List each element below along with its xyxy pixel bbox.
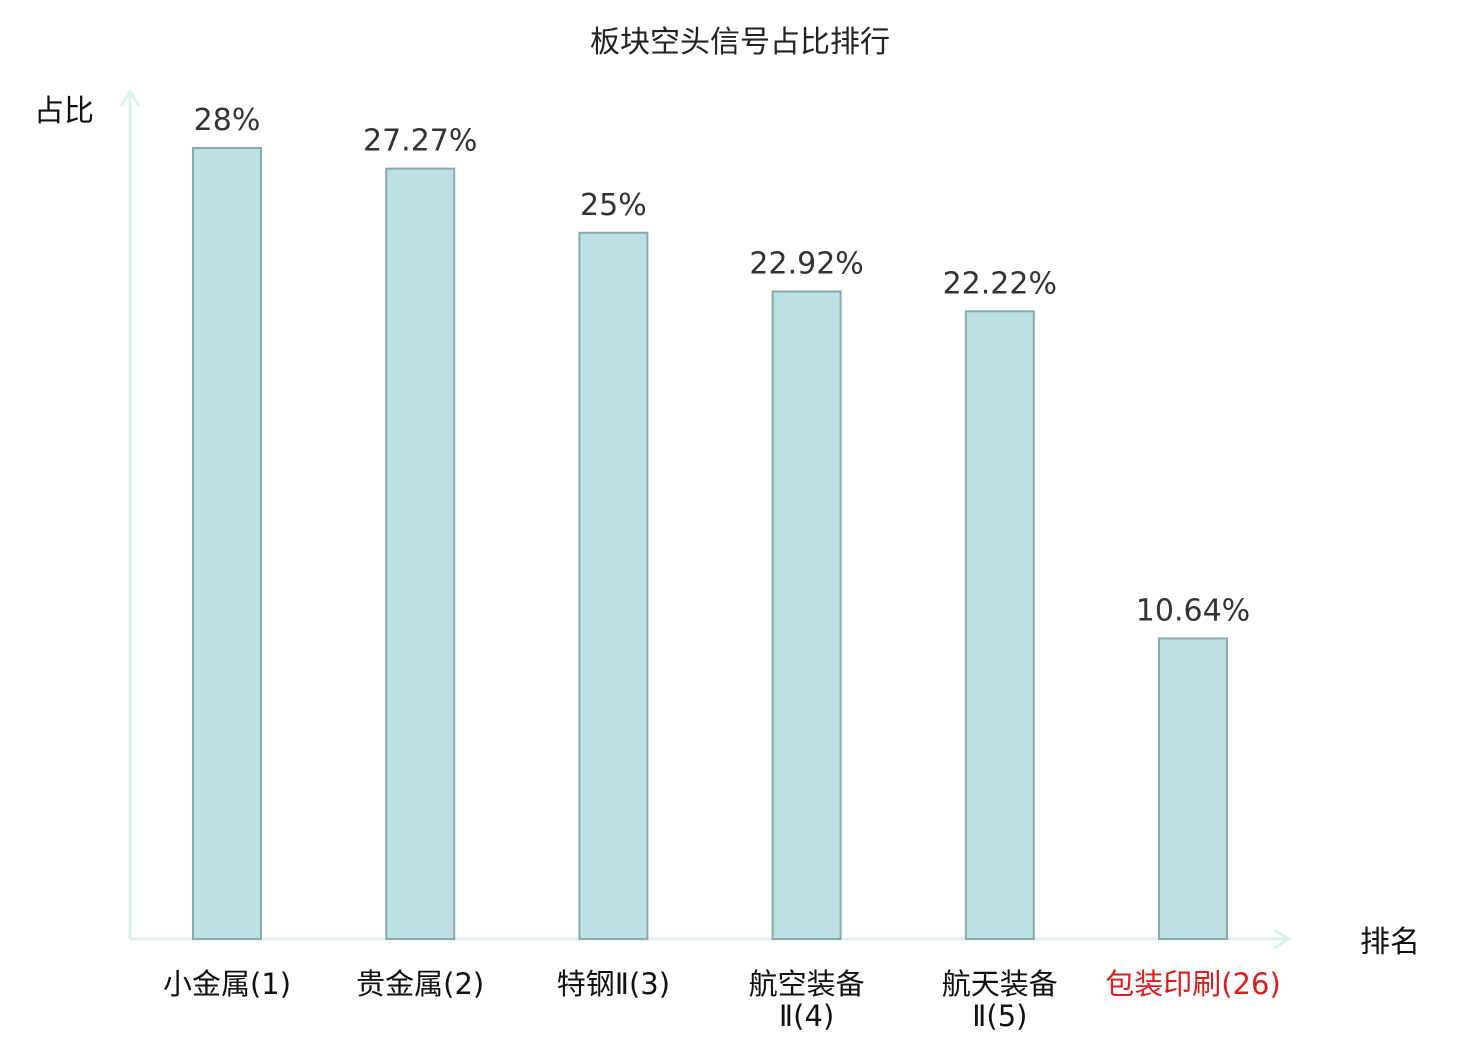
bar-value-label: 22.22% [943,266,1057,301]
bar [385,167,456,940]
bar [1158,637,1228,940]
y-axis-label: 占比 [34,94,94,129]
chart-title: 板块空头信号占比排行 [590,25,890,60]
category-labels: 小金属(1) 贵金属(2) 特钢Ⅱ(3) 航空装备 Ⅱ(4) 航天装备 Ⅱ(5) 包装印刷(2… [163,967,1281,1033]
bar [771,290,842,940]
x-tick-label-line: 贵金属(2) [356,967,484,1001]
x-tick-label-line: 航天装备 [942,967,1058,1001]
bar-value-label: 25% [580,188,647,223]
x-tick-label-line: 包装印刷(26) [1105,967,1281,1001]
x-tick-label-line: 航空装备 [749,967,865,1001]
x-tick-label: 特钢Ⅱ(3) [557,967,670,1001]
value-labels: 28% 27.27% 25% 22.92% 22.22% 10.64% [194,103,1251,628]
bar [964,310,1035,941]
x-tick-label: 包装印刷(26) [1105,967,1281,1001]
x-tick-label-line: 小金属(1) [163,967,291,1001]
x-axis-arrow [1273,928,1292,950]
bar [578,231,649,940]
y-axis-arrow [119,88,141,107]
x-tick-label-line: Ⅱ(4) [779,999,834,1033]
x-tick-label: 小金属(1) [163,967,291,1001]
x-tick-label-line: Ⅱ(5) [972,999,1027,1033]
x-tick-label-line: 特钢Ⅱ(3) [557,967,670,1001]
bar-value-label: 27.27% [363,124,477,159]
x-tick-label: 航天装备 Ⅱ(5) [942,967,1058,1033]
bar [192,147,262,940]
x-tick-label: 贵金属(2) [356,967,484,1001]
axes [119,88,1292,950]
x-tick-label: 航空装备 Ⅱ(4) [749,967,865,1033]
bars [192,147,1228,941]
bar-value-label: 28% [194,103,261,138]
bar-value-label: 22.92% [749,247,863,282]
bar-value-label: 10.64% [1136,593,1250,628]
x-axis-label: 排名 [1360,925,1420,960]
